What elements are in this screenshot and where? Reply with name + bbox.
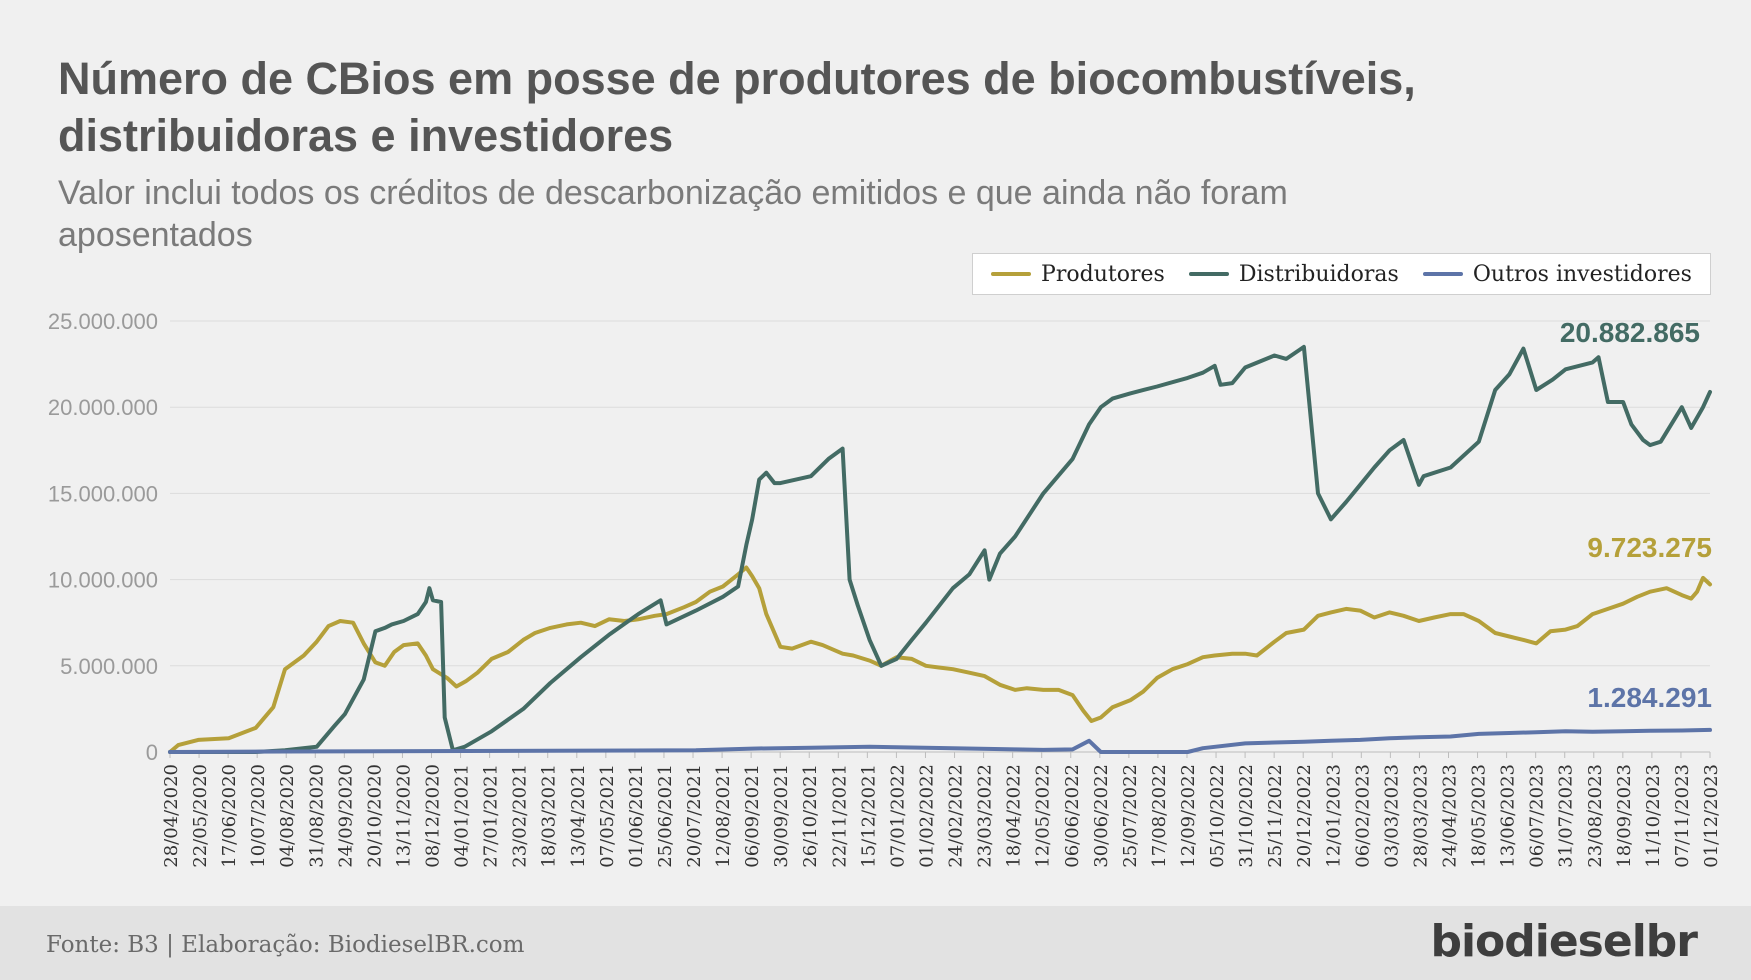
x-tick-label: 06/02/2023 bbox=[1352, 764, 1373, 868]
x-tick-label: 25/06/2021 bbox=[655, 764, 676, 868]
x-tick-label: 01/12/2023 bbox=[1701, 764, 1722, 868]
x-tick-label: 08/12/2020 bbox=[423, 764, 444, 868]
x-tick-label: 24/09/2020 bbox=[335, 764, 356, 868]
legend-label-distribuidoras: Distribuidoras bbox=[1238, 261, 1399, 287]
x-tick-label: 18/05/2023 bbox=[1469, 764, 1490, 868]
line-chart: 0 5.000.000 10.000.000 15.000.000 20.000.000… bbox=[48, 309, 1722, 868]
x-tick-label: 24/04/2023 bbox=[1439, 764, 1460, 868]
x-tick-label: 25/07/2022 bbox=[1120, 764, 1141, 868]
y-tick-label: 25.000.000 bbox=[48, 309, 158, 334]
x-tick-label: 23/03/2022 bbox=[975, 764, 996, 868]
x-tick-label: 12/05/2022 bbox=[1033, 764, 1054, 868]
legend-item-produtores: Produtores bbox=[991, 262, 1165, 287]
x-tick-label: 03/03/2023 bbox=[1381, 764, 1402, 868]
x-tick-label: 12/01/2023 bbox=[1323, 764, 1344, 868]
y-tick-label: 10.000.000 bbox=[48, 568, 158, 593]
x-tick-label: 15/12/2021 bbox=[858, 764, 879, 868]
legend-item-distribuidoras: Distribuidoras bbox=[1188, 261, 1399, 287]
x-tick-label: 27/01/2021 bbox=[481, 764, 502, 868]
x-tick-label: 06/06/2022 bbox=[1062, 764, 1083, 868]
y-tick-label: 15.000.000 bbox=[48, 481, 158, 506]
x-tick-label: 23/02/2021 bbox=[510, 764, 531, 868]
x-tick-label: 17/08/2022 bbox=[1149, 764, 1170, 868]
x-tick-label: 22/11/2021 bbox=[829, 764, 850, 868]
y-tick-label: 5.000.000 bbox=[60, 654, 158, 679]
x-tick-label: 18/04/2022 bbox=[1004, 764, 1025, 868]
x-tick-label: 30/09/2021 bbox=[771, 764, 792, 868]
x-tick-label: 01/02/2022 bbox=[916, 764, 937, 868]
x-tick-label: 04/01/2021 bbox=[452, 764, 473, 868]
distribuidoras-end-label: 20.882.865 bbox=[1560, 317, 1700, 348]
legend-item-outros: Outros investidores bbox=[1422, 261, 1692, 287]
x-tick-label: 12/09/2022 bbox=[1178, 764, 1199, 868]
x-tick-label: 28/04/2020 bbox=[161, 764, 182, 868]
x-tick-label: 26/10/2021 bbox=[800, 764, 821, 868]
x-tick-label: 12/08/2021 bbox=[713, 764, 734, 868]
x-tick-label: 31/10/2022 bbox=[1236, 764, 1257, 868]
outros-end-label: 1.284.291 bbox=[1587, 682, 1712, 713]
legend-label-produtores: Produtores bbox=[1041, 261, 1165, 287]
legend-swatch-distribuidoras bbox=[1188, 272, 1229, 276]
x-tick-label: 04/08/2020 bbox=[277, 764, 298, 868]
x-tick-label: 31/07/2023 bbox=[1556, 764, 1577, 868]
chart-title: Número de CBios em posse de produtores d… bbox=[58, 53, 1416, 161]
x-tick-label: 28/03/2023 bbox=[1410, 764, 1431, 868]
x-tick-label: 20/12/2022 bbox=[1294, 764, 1315, 868]
y-tick-label: 20.000.000 bbox=[48, 395, 158, 420]
produtores-line bbox=[168, 565, 1712, 754]
x-tick-label: 18/09/2023 bbox=[1614, 764, 1635, 868]
distribuidoras-line bbox=[168, 344, 1712, 754]
x-tick-label: 05/10/2022 bbox=[1207, 764, 1228, 868]
outros-investidores-line bbox=[168, 727, 1712, 754]
x-tick-label: 20/07/2021 bbox=[684, 764, 705, 868]
brand-logo: biodieselbr bbox=[1430, 916, 1698, 967]
x-tick-label: 31/08/2020 bbox=[306, 764, 327, 868]
x-tick-label: 22/05/2020 bbox=[190, 764, 211, 868]
source-note: Fonte: B3 | Elaboração: BiodieselBR.com bbox=[46, 932, 525, 958]
x-tick-label: 01/06/2021 bbox=[626, 764, 647, 868]
x-tick-label: 07/01/2022 bbox=[887, 764, 908, 868]
legend-swatch-outros bbox=[1422, 272, 1463, 276]
x-tick-label: 10/07/2020 bbox=[248, 764, 269, 868]
x-tick-label: 25/11/2022 bbox=[1265, 764, 1286, 868]
x-tick-label: 13/11/2020 bbox=[393, 764, 414, 868]
x-tick-label: 24/02/2022 bbox=[946, 764, 967, 868]
x-tick-label: 13/04/2021 bbox=[568, 764, 589, 868]
x-tick-label: 30/06/2022 bbox=[1091, 764, 1112, 868]
x-tick-label: 07/05/2021 bbox=[597, 764, 618, 868]
x-tick-label: 11/10/2023 bbox=[1643, 764, 1664, 868]
x-tick-label: 17/06/2020 bbox=[219, 764, 240, 868]
x-tick-label: 18/03/2021 bbox=[539, 764, 560, 868]
x-tick-label: 06/09/2021 bbox=[742, 764, 763, 868]
produtores-end-label: 9.723.275 bbox=[1587, 532, 1712, 563]
x-tick-label: 07/11/2023 bbox=[1672, 764, 1693, 868]
legend-label-outros: Outros investidores bbox=[1472, 261, 1692, 287]
x-tick-label: 20/10/2020 bbox=[364, 764, 385, 868]
x-tick-label: 23/08/2023 bbox=[1585, 764, 1606, 868]
x-tick-label: 13/06/2023 bbox=[1498, 764, 1519, 868]
y-tick-label: 0 bbox=[146, 740, 158, 765]
x-tick-label: 06/07/2023 bbox=[1527, 764, 1548, 868]
legend-swatch-produtores bbox=[991, 272, 1032, 276]
chart-legend: Produtores Distribuidoras Outros investi… bbox=[972, 253, 1711, 295]
chart-subtitle: Valor inclui todos os créditos de descar… bbox=[58, 174, 1288, 254]
footer: Fonte: B3 | Elaboração: BiodieselBR.com … bbox=[0, 906, 1751, 980]
